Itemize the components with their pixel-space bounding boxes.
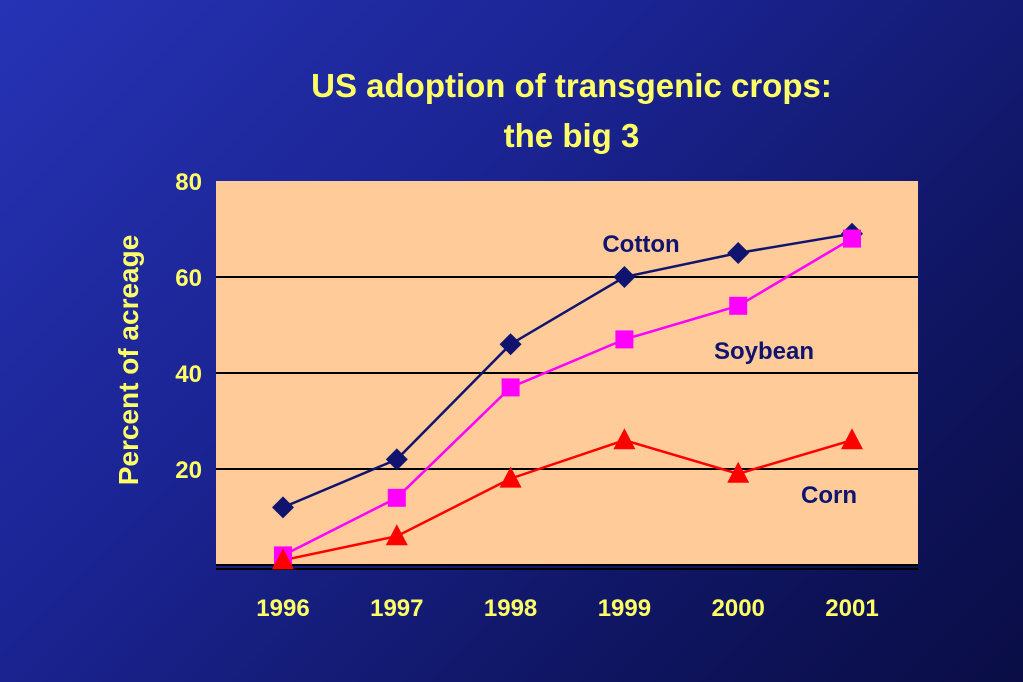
series-line-cotton — [282, 232, 853, 509]
corn-point — [727, 461, 750, 483]
cotton-point — [727, 242, 750, 264]
soybean-point — [843, 229, 861, 248]
y-tick-label: 40 — [175, 361, 202, 388]
series-line-corn — [282, 438, 853, 562]
cotton-point — [499, 333, 522, 356]
chart-title-line-2: the big 3 — [503, 117, 640, 154]
corn-point — [385, 524, 408, 546]
y-tick-label: 60 — [175, 265, 202, 292]
series-label-soybean: Soybean — [714, 338, 814, 365]
chart-title-line-1: US adoption of transgenic crops: — [311, 67, 832, 104]
y-tick-label: 80 — [175, 169, 202, 196]
series-label-cotton: Cotton — [602, 231, 679, 258]
soybean-point — [387, 488, 406, 507]
x-tick-label: 1996 — [256, 595, 309, 622]
x-tick-label: 1997 — [370, 595, 423, 622]
soybean-point — [615, 330, 634, 349]
cotton-point — [385, 448, 408, 471]
y-axis-label: Percent of acreage — [113, 235, 144, 486]
x-tick-label: 1998 — [484, 595, 537, 622]
corn-point — [841, 428, 863, 450]
x-tick-label: 2000 — [712, 595, 765, 622]
x-tick-label: 2001 — [825, 595, 878, 622]
corn-point — [613, 428, 636, 450]
axis-ticks: 20 40 60 80 1996 1997 1998 1999 2000 2001 — [175, 169, 878, 622]
series-group — [272, 222, 863, 570]
series-label-corn: Corn — [801, 482, 857, 509]
series-labels: Cotton Soybean Corn — [602, 231, 857, 509]
series-line-soybean — [282, 237, 853, 557]
gridlines — [216, 276, 918, 570]
cotton-point — [613, 266, 636, 288]
cotton-point — [272, 496, 294, 519]
y-tick-label: 20 — [175, 457, 202, 484]
corn-point — [499, 466, 522, 488]
corn-point — [272, 548, 294, 570]
x-tick-label: 1999 — [598, 595, 651, 622]
soybean-point — [501, 378, 520, 397]
soybean-point — [729, 296, 748, 315]
